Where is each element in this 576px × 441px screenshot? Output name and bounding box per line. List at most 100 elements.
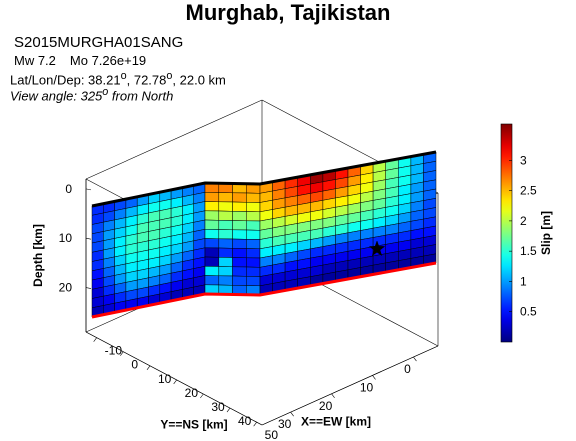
slip-patch <box>232 192 247 203</box>
slip-patch <box>204 266 220 277</box>
fault-segment <box>204 182 261 296</box>
slip-patch <box>246 266 261 277</box>
fault-top-trace <box>91 150 437 208</box>
y-tick-mark <box>200 393 204 399</box>
y-tick-mark <box>173 379 177 385</box>
y-tick-label: 10 <box>158 372 172 386</box>
z-tick-label: 20 <box>59 281 73 295</box>
slip-patch <box>204 256 220 267</box>
mw-value: Mw 7.2 <box>14 53 56 68</box>
colorbar-tick-label: 1.5 <box>520 244 537 258</box>
slip-patch <box>232 275 247 286</box>
z-tick-label: 0 <box>65 182 72 196</box>
view-suffix: from North <box>108 88 174 104</box>
y-axis-label: Y==NS [km] <box>160 418 227 432</box>
magnitude-line: Mw 7.2 Mo 7.26e+19 <box>14 53 146 68</box>
slip-patch <box>232 257 247 268</box>
box-edge-line <box>85 99 263 180</box>
y-axis-line <box>261 345 439 426</box>
axis-box-front <box>85 179 439 426</box>
slip-patch <box>246 229 261 240</box>
slip-patch <box>204 210 220 221</box>
z-tick-mark <box>85 237 92 240</box>
slip-patch <box>246 202 261 213</box>
y-tick-mark <box>253 422 257 427</box>
slip-patch <box>232 211 247 222</box>
slip-patch <box>232 238 247 249</box>
slip-patch <box>232 201 247 212</box>
slip-patch <box>232 266 247 277</box>
y-tick-label: 0 <box>131 358 138 372</box>
y-tick-label: 40 <box>238 414 252 428</box>
x-tick-mark <box>331 393 335 398</box>
slip-patch <box>218 210 233 221</box>
slip-patch <box>218 238 233 249</box>
colorbar-tick-label: 2.5 <box>520 184 537 198</box>
slip-patch <box>204 219 220 230</box>
y-tick-mark <box>93 337 97 342</box>
x-tick-label: 20 <box>319 399 333 413</box>
slip-patch <box>204 229 220 240</box>
lat-text: Lat/Lon/Dep: 38.21 <box>10 72 121 88</box>
x-tick-label: 30 <box>278 417 292 431</box>
slip-patch <box>232 248 247 259</box>
slip-patch <box>218 229 233 240</box>
colorbar-tick-label: 0.5 <box>520 305 537 319</box>
slip-patch <box>232 220 247 231</box>
location-line: Lat/Lon/Dep: 38.21o, 72.78o, 22.0 km <box>10 70 226 87</box>
lon-text: , 72.78 <box>126 72 167 88</box>
slip-patch <box>218 192 233 203</box>
slip-patch <box>246 276 261 287</box>
slip-patch <box>204 247 220 258</box>
slip-patch <box>246 192 261 203</box>
fault-bottom-trace <box>91 261 437 319</box>
slip-patch <box>204 201 220 212</box>
page-title: Murghab, Tajikistan <box>185 0 391 25</box>
slip-patch <box>218 247 233 258</box>
fault-surface <box>91 151 437 318</box>
x-tick-mark <box>372 375 376 380</box>
depth-text: , 22.0 km <box>172 72 226 88</box>
mo-value: Mo 7.26e+19 <box>69 53 147 68</box>
fault-segment <box>91 182 206 318</box>
colorbar-label: Slip [m] <box>539 211 553 255</box>
y-tick-mark <box>146 365 151 370</box>
slip-patch <box>218 257 233 268</box>
slip-patch <box>204 238 220 249</box>
x-tick-mark <box>413 356 417 362</box>
x-tick-mark <box>290 411 294 417</box>
epicenter-marker <box>368 240 386 257</box>
y-tick-label: 20 <box>185 386 199 400</box>
slip-patch <box>232 229 247 240</box>
colorbar <box>500 123 513 343</box>
x-tick-label: 0 <box>404 362 411 376</box>
x-axis-line <box>85 331 263 426</box>
slip-patch <box>246 239 261 250</box>
z-tick-mark <box>85 287 92 289</box>
x-axis-label: X==EW [km] <box>301 415 371 429</box>
slip-patch <box>204 192 220 203</box>
colorbar-tick-label: 2 <box>520 214 527 228</box>
z-tick-mark <box>85 188 92 191</box>
slip-patch <box>218 275 233 286</box>
colorbar-tick-label: 3 <box>520 153 527 167</box>
x-tick-label: 10 <box>360 380 374 394</box>
slip-patch <box>246 248 261 259</box>
fault-segment <box>259 151 437 296</box>
degree-mark: o <box>120 70 127 82</box>
y-tick-label: 50 <box>265 428 279 441</box>
slip-patch <box>246 220 261 231</box>
z-axis-label: Depth [km] <box>31 224 45 287</box>
slip-patch <box>204 275 220 286</box>
view-prefix: View angle: 325 <box>10 88 103 104</box>
y-tick-mark <box>120 351 124 356</box>
event-id: S2015MURGHA01SANG <box>14 34 184 51</box>
y-tick-label: -10 <box>105 344 123 358</box>
view-angle-line: View angle: 325o from North <box>10 86 173 103</box>
colorbar-tick-label: 1 <box>520 274 527 288</box>
y-tick-mark <box>226 407 231 413</box>
slip-patch <box>218 201 233 212</box>
slip-patch <box>218 220 233 231</box>
slip-patch <box>246 211 261 222</box>
